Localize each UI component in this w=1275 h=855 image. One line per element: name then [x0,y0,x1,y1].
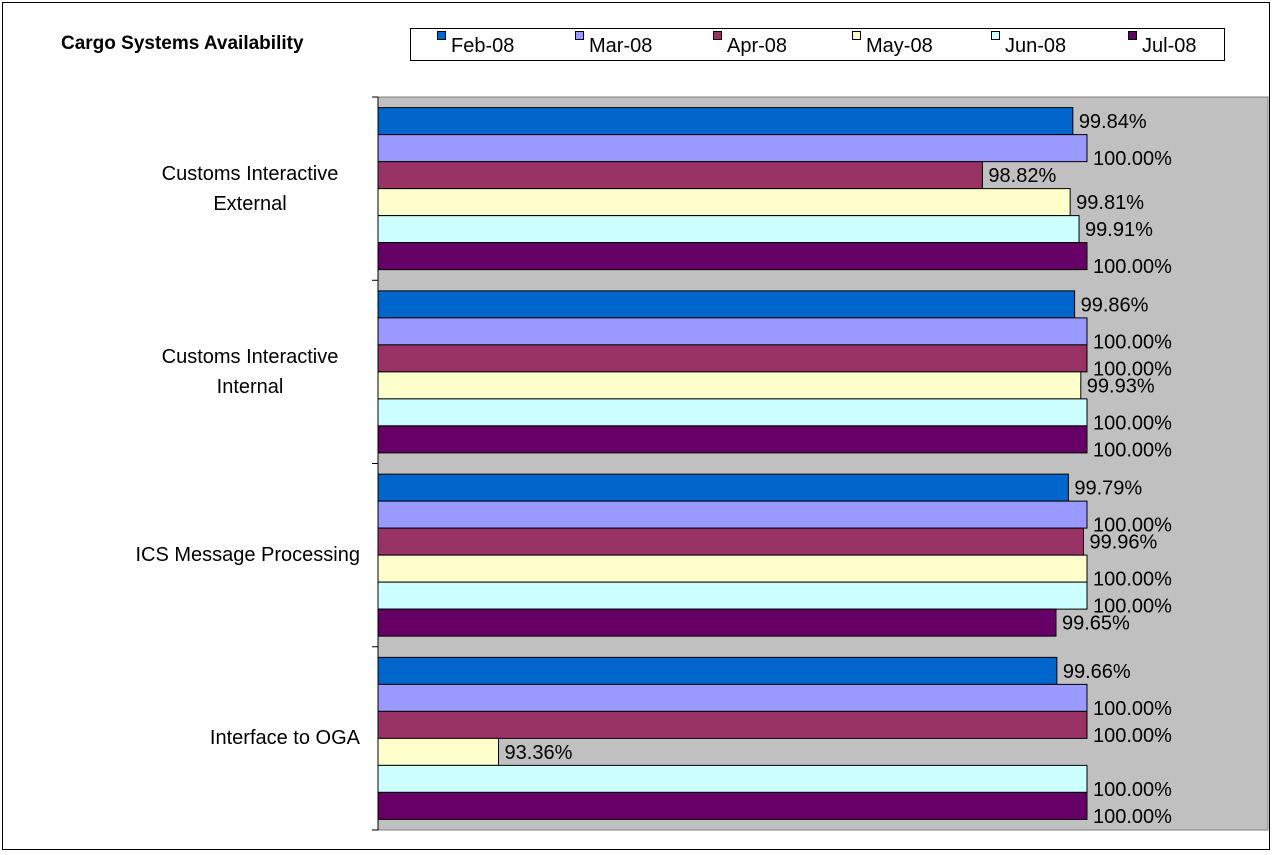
data-label: 100.00% [1093,806,1172,828]
bar [377,134,1088,163]
bar [377,242,1088,271]
bar [377,290,1076,319]
data-label: 100.00% [1093,596,1172,618]
bar [377,581,1088,610]
bar [377,188,1071,217]
data-label: 99.86% [1081,294,1149,316]
data-label: 100.00% [1093,148,1172,170]
category-label: Customs Interactive Internal [60,344,360,400]
legend-label: Feb-08 [451,35,515,57]
data-label: 100.00% [1093,439,1172,461]
data-label: 99.81% [1076,192,1144,214]
legend-label: May-08 [866,35,933,57]
bar [377,656,1058,685]
bar [377,791,1088,820]
data-label: 100.00% [1093,569,1172,591]
legend-swatch [1128,31,1137,40]
bar [377,683,1088,712]
bar [377,215,1080,244]
legend: Feb-08 Mar-08 Apr-08 May-08 Jun-08 Jul-0… [410,28,1225,61]
bar [377,371,1082,400]
legend-swatch [852,31,861,40]
data-label: 100.00% [1093,515,1172,537]
category-label: ICS Message Processing [60,542,360,568]
legend-swatch [713,31,722,40]
bar [377,737,500,766]
bar [377,473,1069,502]
data-label: 99.93% [1087,375,1155,397]
legend-swatch [437,31,446,40]
bar [377,764,1088,793]
legend-label: Apr-08 [727,35,788,57]
bar [377,161,983,190]
data-label: 99.84% [1079,111,1147,133]
legend-label: Jun-08 [1005,35,1067,57]
chart-title: Cargo Systems Availability [61,33,304,54]
bar [377,608,1057,637]
bar [377,398,1088,427]
category-label-line: Customs Interactive [161,162,339,185]
data-label: 100.00% [1093,331,1172,353]
bar [377,500,1088,529]
plot-area: 99.84%100.00%98.82%99.81%99.91%100.00%99… [372,96,1269,831]
data-label: 100.00% [1093,698,1172,720]
bar [377,344,1088,373]
category-label-line: ICS Message Processing [135,544,360,567]
bar [377,107,1074,136]
category-label-line: Customs Interactive [161,345,339,368]
category-label-line: Interface to OGA [209,727,360,750]
data-label: 99.79% [1074,478,1142,500]
legend-label: Mar-08 [589,35,653,57]
data-label: 100.00% [1093,256,1172,278]
data-label: 99.96% [1089,532,1157,554]
data-label: 99.65% [1062,613,1130,635]
bar [377,317,1088,346]
data-label: 93.36% [505,742,573,764]
category-label-line: Internal [216,375,284,398]
bar [377,425,1088,454]
data-label: 100.00% [1093,412,1172,434]
data-label: 100.00% [1093,779,1172,801]
category-label: Customs Interactive External [60,161,360,217]
data-label: 99.91% [1085,219,1153,241]
data-label: 100.00% [1093,725,1172,747]
bar [377,527,1084,556]
legend-label: Jul-08 [1142,35,1197,57]
category-label-line: External [213,192,287,215]
data-label: 99.66% [1063,661,1131,683]
data-label: 100.00% [1093,358,1172,380]
legend-swatch [991,31,1000,40]
legend-swatch [575,31,584,40]
data-label: 98.82% [988,165,1056,187]
category-label: Interface to OGA [60,725,360,751]
bar [377,710,1088,739]
bar [377,554,1088,583]
